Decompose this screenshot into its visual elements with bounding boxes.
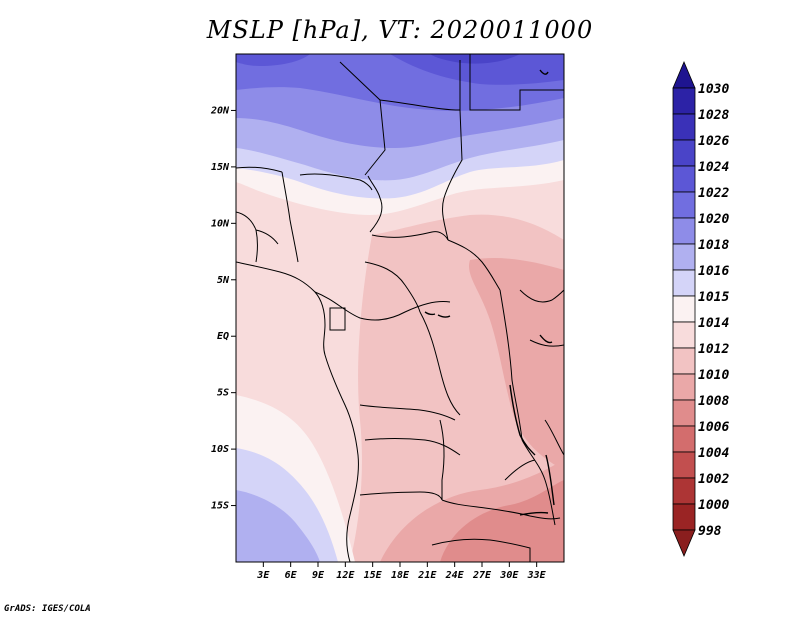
colorbar-swatch (672, 191, 696, 219)
colorbar-level-label: 1006 (698, 420, 729, 435)
lon-tick-label: 9E (312, 570, 325, 581)
lon-tick-label: 18E (391, 570, 410, 581)
colorbar-level-label: 1016 (698, 264, 729, 279)
colorbar-swatch (672, 87, 696, 115)
colorbar-level-label: 1018 (698, 238, 729, 253)
colorbar-level-label: 1014 (698, 316, 729, 331)
colorbar-swatch (672, 451, 696, 479)
colorbar-swatch (672, 295, 696, 323)
lat-tick-label: 10S (211, 444, 229, 455)
colorbar-level-label: 1012 (698, 342, 729, 357)
pressure-field (236, 54, 564, 562)
lon-tick-label: 30E (499, 570, 519, 581)
colorbar-level-label: 1015 (698, 290, 729, 305)
colorbar-swatch (672, 217, 696, 245)
lon-tick-label: 24E (445, 570, 465, 581)
contour-band-1016-sw (236, 490, 320, 562)
lat-tick-label: 10N (211, 218, 230, 229)
colorbar-swatch (672, 399, 696, 427)
colorbar-level-label: 1026 (698, 134, 729, 149)
contour-band-1024 (430, 54, 520, 64)
colorbar-swatch (672, 503, 696, 531)
colorbar-level-label: 1030 (698, 82, 729, 97)
colorbar-swatch (672, 373, 696, 401)
colorbar-swatch (672, 347, 696, 375)
lat-tick-label: 5S (217, 388, 229, 399)
colorbar-level-label: 1010 (698, 368, 729, 383)
colorbar-level-label: 1002 (698, 472, 729, 487)
colorbar-swatch (672, 425, 696, 453)
colorbar-swatch (672, 321, 696, 349)
footer-credit: GrADS: IGES/COLA (4, 604, 91, 614)
contour-band-1006 (440, 480, 564, 562)
colorbar-swatch (672, 139, 696, 167)
lat-tick-label: EQ (217, 331, 229, 342)
colorbar-swatch (672, 113, 696, 141)
lat-tick-label: 20N (210, 105, 230, 116)
lon-tick-label: 33E (527, 570, 547, 581)
colorbar-top-arrow (672, 60, 696, 89)
country-borders (236, 54, 564, 562)
lon-tick-label: 3E (256, 570, 270, 581)
colorbar-swatch (672, 477, 696, 505)
contour-band-1022-nw (236, 54, 310, 66)
colorbar-level-label: 1028 (698, 108, 729, 123)
chart-title: MSLP [hPa], VT: 2020011000 (206, 16, 594, 44)
contour-band-1022 (390, 54, 564, 85)
colorbar-level-label: 998 (698, 524, 722, 539)
colorbar-level-label: 1008 (698, 394, 729, 409)
lat-tick-label: 5N (217, 275, 230, 286)
contour-band-1008 (469, 258, 564, 470)
colorbar-level-label: 1020 (698, 212, 729, 227)
lat-tick-label: 15S (211, 501, 229, 512)
lon-tick-label: 6E (285, 570, 298, 581)
lon-tick-label: 12E (336, 570, 355, 581)
colorbar-level-label: 1024 (698, 160, 729, 175)
colorbar-swatch (672, 243, 696, 271)
lakes (424, 69, 555, 516)
latitude-axis: 20N 15N 10N 5N EQ 5S 10S 15S (210, 105, 236, 512)
lon-tick-label: 21E (417, 570, 437, 581)
colorbar-level-label: 1004 (698, 446, 729, 461)
colorbar-level-label: 1022 (698, 186, 729, 201)
colorbar-level-label: 1000 (698, 498, 729, 513)
longitude-axis: 3E 6E 9E 12E 15E 18E 21E 24E 27E 30E 33E (256, 562, 547, 581)
lon-tick-label: 27E (472, 570, 492, 581)
colorbar-swatch (672, 165, 696, 193)
colorbar-bottom-arrow (672, 529, 696, 558)
colorbar-swatch (672, 269, 696, 297)
lat-tick-label: 15N (211, 162, 230, 173)
lon-tick-label: 15E (364, 570, 383, 581)
